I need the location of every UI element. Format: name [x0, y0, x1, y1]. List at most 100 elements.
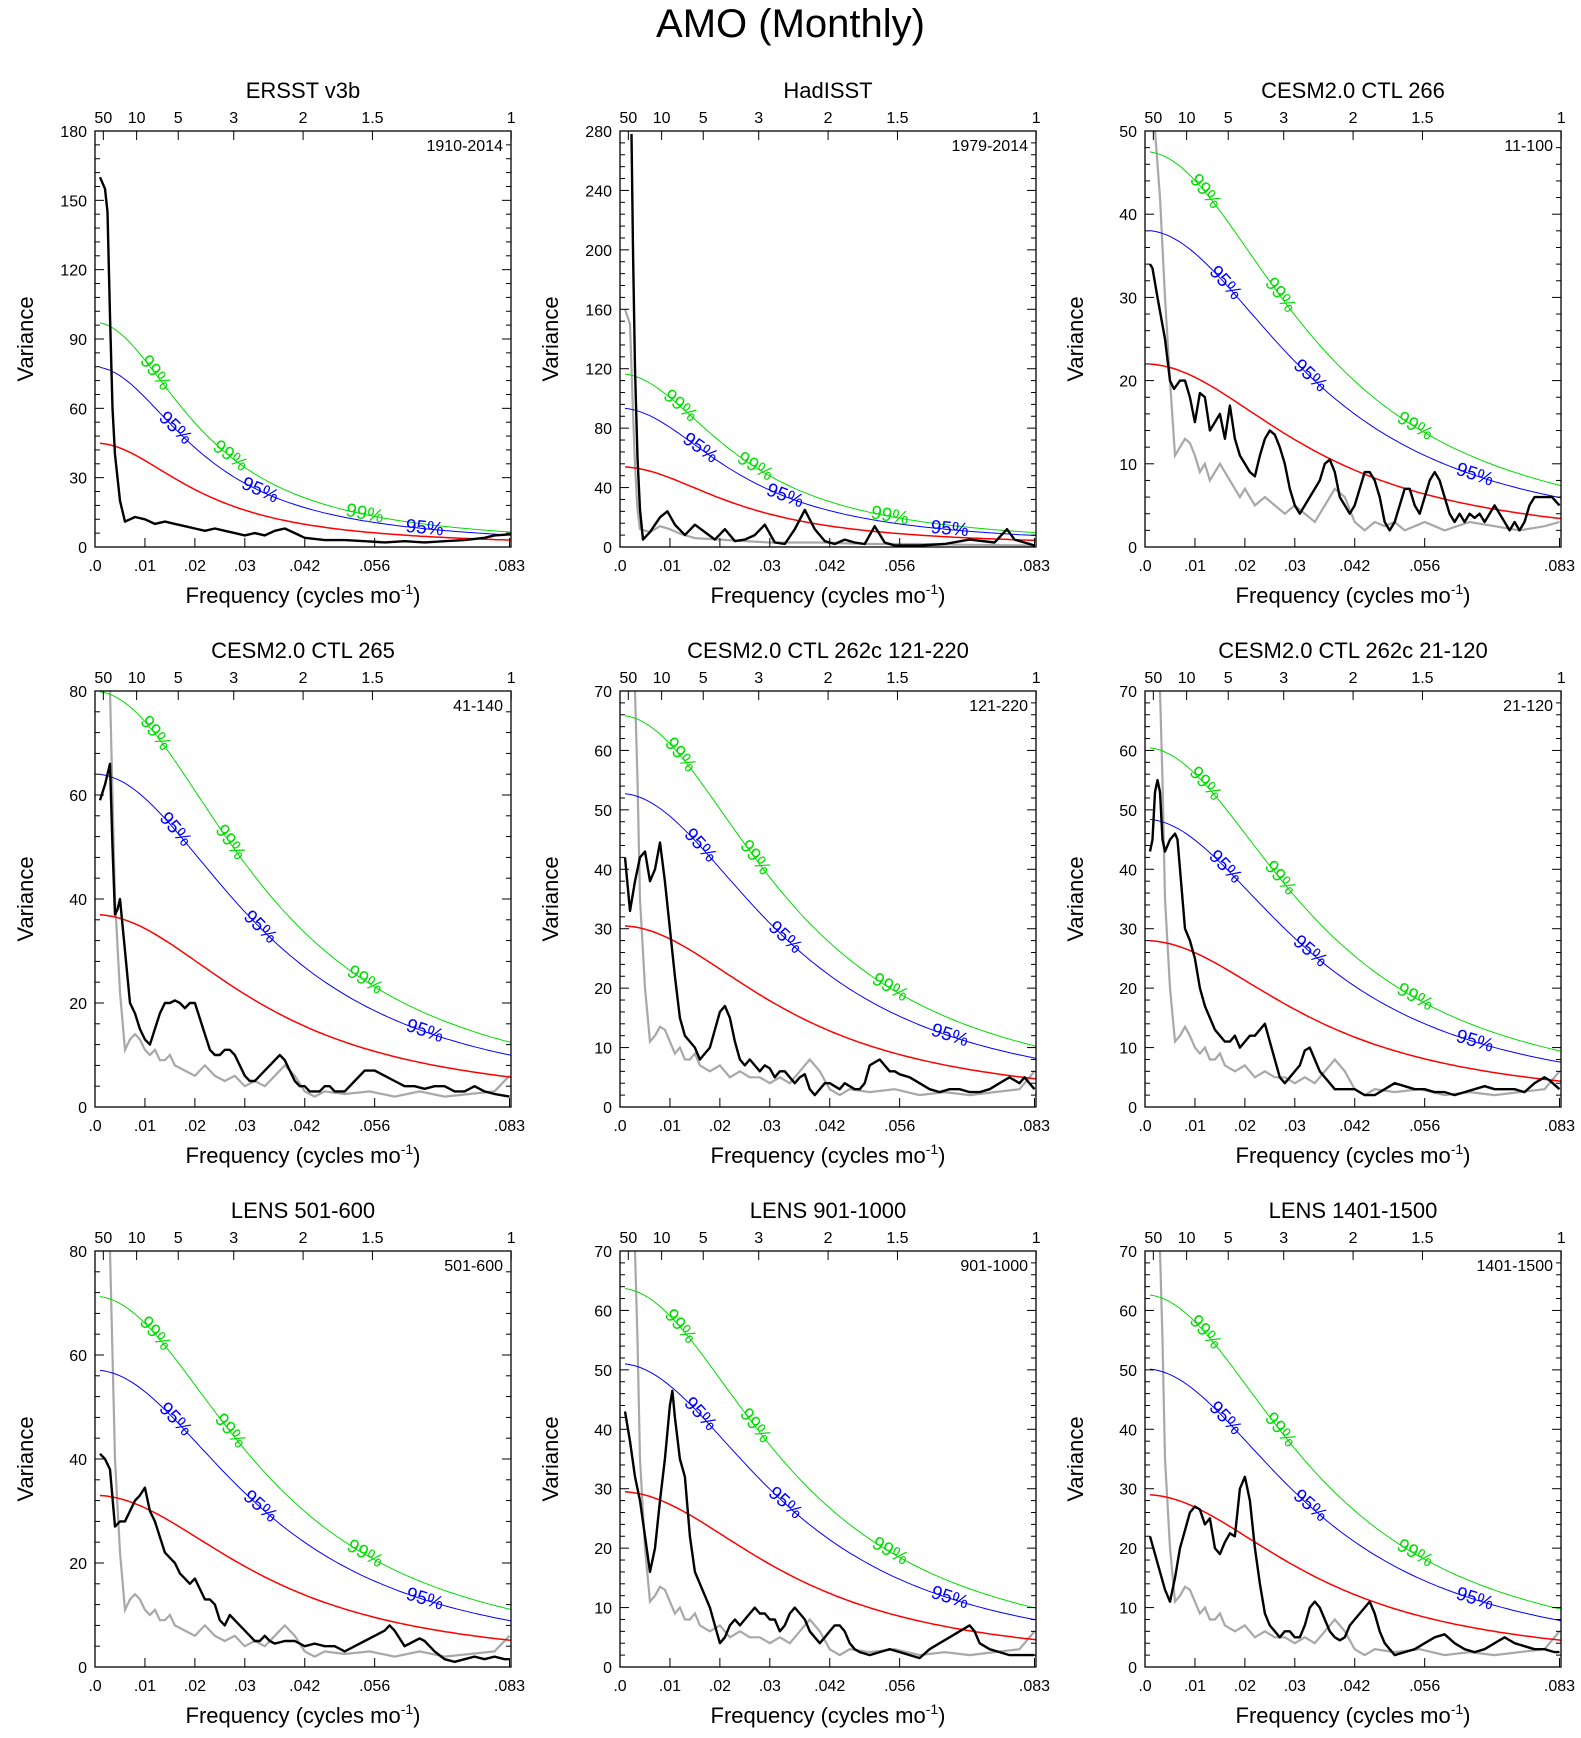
top-tick-label: 3	[229, 670, 238, 687]
x-tick-label: .056	[359, 1678, 390, 1695]
red-noise-line	[1149, 363, 1561, 520]
y-axis-label: Variance	[13, 1416, 38, 1501]
y-tick-label: 0	[603, 1100, 612, 1117]
top-tick-label: 5	[699, 110, 708, 127]
y-axis-label: Variance	[538, 296, 563, 381]
x-tick-label: .0	[613, 1678, 626, 1695]
top-tick-label: 10	[128, 110, 146, 127]
x-tick-label: .0	[1138, 1678, 1151, 1695]
y-tick-label: 40	[69, 892, 87, 909]
label-95-percent: 95%	[679, 429, 722, 468]
label-95-percent: 95%	[930, 517, 970, 541]
x-axis-label-superscript: -1	[926, 1701, 939, 1717]
top-tick-label: 3	[1279, 1230, 1288, 1247]
x-axis-label-superscript: -1	[1451, 1141, 1464, 1157]
top-tick-label: 2	[824, 110, 833, 127]
x-tick-label: .056	[884, 558, 915, 575]
x-tick-label: .083	[1019, 1678, 1050, 1695]
significance-99-line	[99, 691, 511, 1043]
period-label: 1979-2014	[951, 138, 1028, 155]
x-axis-label: Frequency (cycles mo-1)	[1236, 581, 1471, 608]
label-95-percent: 95%	[239, 1486, 282, 1527]
top-tick-label: 10	[653, 1230, 671, 1247]
top-tick-label: 50	[94, 110, 112, 127]
plot-area	[98, 176, 511, 544]
y-tick-label: 20	[594, 1541, 612, 1558]
label-95-percent: 95%	[763, 479, 806, 512]
x-tick-label: .083	[1019, 1118, 1050, 1135]
significance-99-line	[624, 1288, 1036, 1609]
significance-95-line	[1149, 230, 1561, 499]
x-axis-label-superscript: -1	[401, 1701, 414, 1717]
period-label: 41-140	[453, 698, 503, 715]
y-tick-label: 50	[594, 803, 612, 820]
plot-frame	[1144, 1250, 1562, 1668]
y-tick-label: 90	[69, 332, 87, 349]
panel-title: CESM2.0 CTL 265	[211, 638, 395, 663]
top-tick-label: 1.5	[1411, 1230, 1433, 1247]
top-tick-label: 5	[1224, 670, 1233, 687]
x-axis-label: Frequency (cycles mo-1)	[711, 1701, 946, 1728]
y-tick-label: 10	[594, 1601, 612, 1618]
top-tick-label: 10	[1178, 1230, 1196, 1247]
y-tick-label: 60	[69, 1348, 87, 1365]
plot-area	[623, 691, 1036, 1097]
x-axis-label-superscript: -1	[401, 1141, 414, 1157]
x-tick-label: .02	[709, 1678, 731, 1695]
spectrum-line	[630, 133, 1035, 547]
x-tick-label: .01	[134, 1678, 156, 1695]
top-tick-label: 10	[653, 670, 671, 687]
label-95-percent: 95%	[155, 1398, 196, 1440]
y-tick-label: 80	[69, 1244, 87, 1261]
x-tick-label: .02	[1234, 558, 1256, 575]
y-tick-label: 50	[1119, 124, 1137, 141]
panel-title: ERSST v3b	[246, 78, 361, 103]
label-95-percent: 95%	[1205, 1397, 1246, 1439]
spectrum-line	[99, 1452, 510, 1663]
x-axis-label: Frequency (cycles mo-1)	[711, 1141, 946, 1168]
plot-area	[623, 133, 1036, 547]
y-tick-label: 70	[1119, 1244, 1137, 1261]
top-tick-label: 1.5	[886, 1230, 908, 1247]
x-tick-label: .03	[759, 1678, 781, 1695]
significance-95-line	[624, 793, 1036, 1059]
plot-area	[1148, 131, 1561, 532]
y-tick-label: 60	[594, 743, 612, 760]
label-99-percent: 99%	[735, 836, 775, 879]
label-99-percent: 99%	[1260, 274, 1300, 317]
y-tick-label: 80	[69, 684, 87, 701]
label-99-percent: 99%	[1260, 857, 1300, 900]
x-tick-label: .01	[134, 558, 156, 575]
x-axis-label-close: )	[1463, 583, 1470, 608]
plot-frame	[94, 1250, 512, 1668]
x-tick-label: .0	[613, 1118, 626, 1135]
y-tick-label: 200	[585, 243, 612, 260]
top-tick-label: 1	[507, 110, 516, 127]
top-tick-label: 5	[1224, 110, 1233, 127]
plot-frame	[619, 130, 1037, 548]
plot-frame	[1144, 690, 1562, 1108]
x-tick-label: .083	[494, 1118, 525, 1135]
y-tick-label: 80	[594, 421, 612, 438]
period-label: 901-1000	[960, 1258, 1028, 1275]
spectrum-line	[1148, 778, 1561, 1097]
y-tick-label: 0	[603, 540, 612, 557]
x-tick-label: .0	[1138, 558, 1151, 575]
spectrum-panel: CESM2.0 CTL 262c 21-12021-12099%99%99%95…	[1063, 638, 1575, 1168]
period-label: 1910-2014	[426, 138, 503, 155]
spectrum-panel: LENS 901-1000901-100099%99%99%95%95%95%0…	[538, 1198, 1050, 1728]
top-tick-label: 50	[1144, 670, 1162, 687]
x-tick-label: .03	[759, 1118, 781, 1135]
x-axis-label-close: )	[1463, 1143, 1470, 1168]
significance-99-line	[1149, 1294, 1561, 1610]
y-tick-label: 180	[60, 124, 87, 141]
top-tick-label: 3	[754, 670, 763, 687]
y-tick-label: 40	[594, 1422, 612, 1439]
x-tick-label: .042	[289, 1118, 320, 1135]
plot-frame	[94, 130, 512, 548]
label-95-percent: 95%	[238, 473, 281, 508]
red-noise-line	[1149, 939, 1561, 1082]
y-tick-label: 20	[69, 1556, 87, 1573]
y-axis-label: Variance	[1063, 296, 1088, 381]
comparison-spectrum-line	[623, 308, 1035, 547]
